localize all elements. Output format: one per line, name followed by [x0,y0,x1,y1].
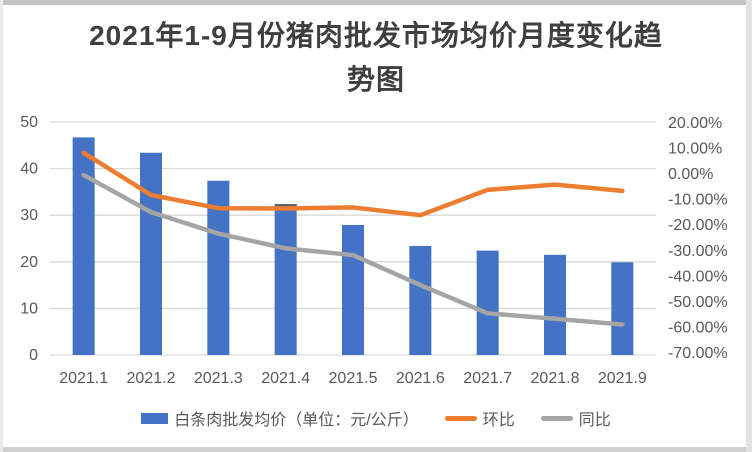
right-axis-tick: 20.00% [668,115,722,132]
right-axis-tick: -20.00% [668,217,728,234]
right-axis-tick: -40.00% [668,268,728,285]
tongbi-line [81,172,625,327]
right-axis-tick: -60.00% [668,319,728,336]
tongbi-line-swatch [540,415,573,421]
frame-edge-top [0,0,752,5]
bar-2021.9 [611,262,634,355]
legend-item-huanbi: 环比 [444,406,515,430]
left-axis-tick: 20 [20,254,38,271]
bar-2021.8 [544,254,566,355]
chart-title: 2021年1-9月份猪肉批发市场均价月度变化趋 势图 [0,14,752,102]
chart-title-line2: 势图 [346,64,405,95]
legend-item-tongbi: 同比 [540,406,611,430]
right-axis-tick: -50.00% [668,294,728,311]
huanbi-line-swatch [444,415,477,421]
left-axis-tick: 50 [20,114,38,131]
left-axis-tick: 10 [20,300,38,317]
left-axis-tick: 40 [20,161,38,178]
right-axis-tick: -10.00% [668,192,728,209]
left-axis-tick: 0 [29,347,38,364]
x-axis-label: 2021.8 [531,370,580,387]
bar-2021.7 [476,250,499,355]
bar-2021.5 [342,224,364,355]
x-axis-label: 2021.5 [329,370,378,387]
chart-title-line1: 2021年1-9月份猪肉批发市场均价月度变化趋 [89,20,663,51]
bar-2021.6 [409,245,432,355]
right-axis-tick: 10.00% [668,141,722,158]
legend-label-huanbi: 环比 [482,412,515,429]
right-axis-tick: 0.00% [668,166,713,183]
chart-legend: 白条肉批发均价（单位：元/公斤） 环比 同比 [0,406,752,430]
right-axis-tick: -30.00% [668,243,728,260]
x-axis-label: 2021.7 [463,370,512,387]
bar-2021.1 [72,137,95,355]
legend-item-price: 白条肉批发均价（单位：元/公斤） [141,406,419,430]
frame-edge-right [746,0,752,452]
legend-label-price: 白条肉批发均价（单位：元/公斤） [174,412,419,429]
huanbi-line [81,150,625,218]
bar-2021.4 [274,204,297,355]
x-axis-label: 2021.4 [261,370,310,387]
frame-edge-bottom [0,447,752,452]
x-axis-label: 2021.6 [396,370,445,387]
bar-2021.3 [207,180,230,355]
right-axis-tick: -70.00% [668,345,728,362]
bar-series-swatch [141,412,169,424]
bar-2021.2 [140,152,162,355]
bar-top-cap-2021.4 [274,204,297,209]
x-axis-label: 2021.3 [194,370,243,387]
frame-edge-left [0,0,3,452]
x-axis-label: 2021.9 [598,370,647,387]
x-axis-label: 2021.1 [59,370,108,387]
left-axis-tick: 30 [20,207,38,224]
x-axis-label: 2021.2 [127,370,176,387]
legend-label-tongbi: 同比 [578,412,611,429]
